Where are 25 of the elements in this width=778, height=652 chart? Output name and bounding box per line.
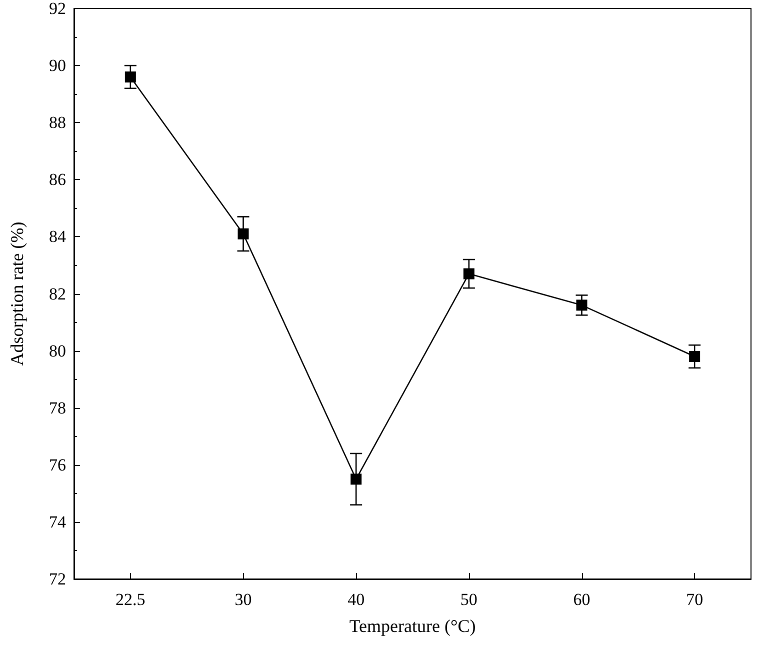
y-axis-title: Adsorption rate (%) (7, 222, 27, 366)
x-tick-label: 60 (573, 590, 590, 609)
x-tick-label: 30 (234, 590, 252, 609)
x-tick-label: 40 (348, 590, 365, 609)
y-tick-label: 82 (49, 284, 66, 304)
x-axis-title: Temperature (°C) (349, 616, 476, 636)
y-tick-label: 78 (49, 398, 66, 418)
point (124, 71, 136, 82)
y-tick-label: 86 (49, 170, 66, 190)
x-tick-label: 22.5 (116, 590, 146, 609)
y-tick-label: 90 (49, 56, 66, 76)
y-tick-label: 72 (49, 570, 66, 588)
y-tick-label: 84 (49, 227, 66, 246)
point (350, 474, 362, 485)
y-tick-label: 88 (49, 113, 66, 132)
point (689, 351, 700, 362)
point (238, 228, 249, 240)
x-tick-label: 50 (460, 590, 478, 609)
point (576, 300, 588, 311)
y-tick-label: 74 (49, 512, 66, 532)
point (463, 268, 474, 280)
y-tick-label: 80 (49, 341, 66, 360)
y-tick-label: 76 (49, 455, 66, 474)
y-tick-label: 92 (49, 0, 66, 18)
x-tick-label: 70 (686, 590, 704, 609)
